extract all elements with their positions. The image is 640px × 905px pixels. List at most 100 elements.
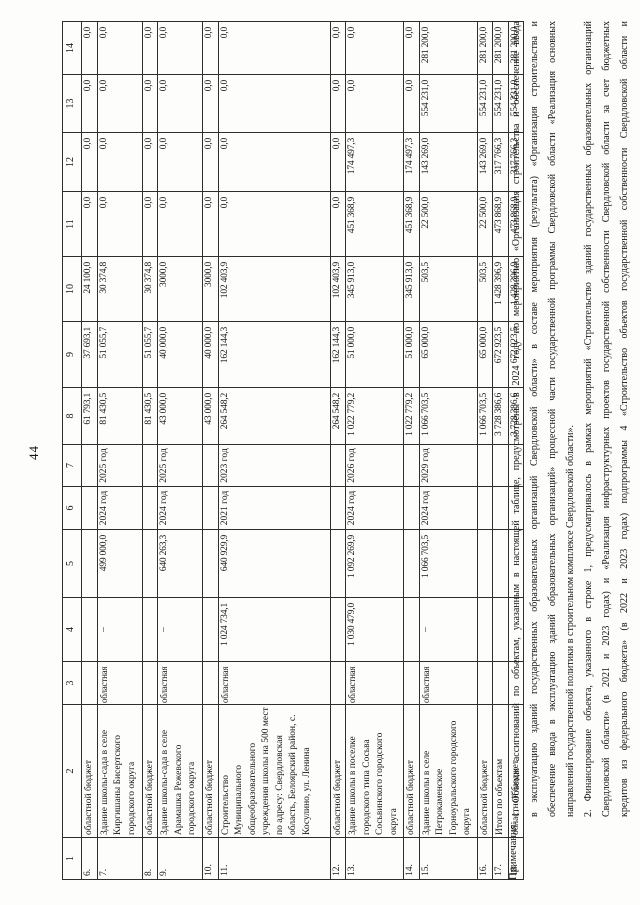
table-cell: 2025 год: [97, 444, 142, 487]
note-line: обеспечение ввода в эксплуатацию зданий …: [547, 21, 558, 817]
table-cell: 2024 год: [157, 486, 203, 530]
table-row: 11. Строительство Муниципального общеобра…: [218, 21, 330, 880]
table-cell: 2024 год: [345, 486, 404, 530]
table-cell: 143 269,0: [477, 132, 493, 192]
table-cell: 14.: [403, 837, 419, 880]
table-cell: 22 500,0: [477, 191, 493, 257]
table-cell: [492, 529, 508, 598]
table-cell: 61 793,1: [81, 387, 97, 445]
table-cell: [81, 486, 97, 530]
table-cell: 3000,0: [202, 256, 218, 322]
table-cell: 0,0: [157, 191, 203, 257]
column-header-cell: 13: [62, 74, 82, 133]
table-cell: 0,0: [81, 74, 97, 133]
table-cell: 6.: [81, 837, 97, 880]
table-cell: 0,0: [202, 74, 218, 133]
table-row: 8. областной бюджет 81 430,5 51 055,7 30 374…: [142, 21, 158, 880]
table-cell: 554 231,0: [477, 74, 493, 133]
table-cell: 0,0: [330, 21, 346, 75]
table-cell: областная: [157, 661, 203, 705]
table-cell: 0,0: [157, 132, 203, 192]
table-cell: 451 368,9: [345, 191, 404, 257]
table-row: 13. Здание школы в поселке городского тип…: [345, 21, 404, 880]
table-cell: 264 548,2: [218, 387, 330, 445]
table-cell: 0,0: [157, 74, 203, 133]
table-cell: 174 497,3: [403, 132, 419, 192]
table-cell: [81, 661, 97, 705]
table-cell: 0,0: [345, 74, 404, 133]
table-cell: 640 929,9: [218, 529, 330, 598]
table-cell: [81, 529, 97, 598]
table-cell: 10.: [202, 837, 218, 880]
table-cell: [330, 597, 346, 662]
column-header-cell: 4: [62, 597, 82, 662]
table-cell: 554 231,0: [492, 74, 508, 133]
note-line: 2. Финансирование объекта, указанного в …: [583, 21, 594, 817]
table-cell: 0,0: [157, 21, 203, 75]
column-header-cell: 8: [62, 387, 82, 445]
table-cell: 24 100,0: [81, 256, 97, 322]
table-cell: 1 066 703,5: [477, 387, 493, 445]
table-cell: 0,0: [330, 74, 346, 133]
table-row: 17. Итого по объектам 3 728 386,6 672 923,5…: [492, 21, 508, 880]
table-cell: –: [419, 597, 477, 662]
table-cell: 1 024 734,1: [218, 597, 330, 662]
table-cell: 0,0: [218, 74, 330, 133]
table-cell: 13.: [345, 837, 404, 880]
table-cell: 22 500,0: [419, 191, 477, 257]
table-cell: [142, 597, 158, 662]
notes-block: 1. Объемы ассигнований по объектам, указ…: [508, 21, 634, 817]
page-number: 44: [26, 445, 41, 460]
column-header-cell: 11: [62, 191, 82, 257]
table-cell: 1 428 396,9: [492, 256, 508, 322]
table-cell: 102 403,9: [218, 256, 330, 322]
table-cell: областной бюджет: [330, 704, 346, 838]
table-cell: 143 269,0: [419, 132, 477, 192]
table-cell: 2029 год: [419, 444, 477, 487]
column-header-cell: 14: [62, 21, 82, 75]
table-cell: областная: [419, 661, 477, 705]
table-cell: 17.: [492, 837, 508, 880]
table-cell: 65 000,0: [419, 321, 477, 388]
table-cell: [330, 661, 346, 705]
table-cell: 0,0: [97, 191, 142, 257]
table-row: 9. Здание школы-сада в селе Арамашка Реже…: [157, 21, 203, 880]
table-cell: 2023 год: [218, 444, 330, 487]
note-line: в эксплуатацию зданий государственных об…: [529, 21, 540, 817]
table-cell: 0,0: [202, 191, 218, 257]
table-cell: 43 000,0: [202, 387, 218, 445]
table-cell: 12.: [330, 837, 346, 880]
table-cell: [492, 661, 508, 705]
column-header-cell: 3: [62, 661, 82, 705]
table-cell: [403, 661, 419, 705]
table-cell: [81, 597, 97, 662]
table-cell: [492, 597, 508, 662]
table-cell: 0,0: [81, 191, 97, 257]
table-cell: 65 000,0: [477, 321, 493, 388]
table-cell: 1 022 779,2: [403, 387, 419, 445]
table-cell: областной бюджет: [477, 704, 493, 838]
table-row: 12. областной бюджет 264 548,2 162 144,3 102…: [330, 21, 346, 880]
table-cell: 0,0: [330, 191, 346, 257]
note-line: 1. Объемы ассигнований по объектам, указ…: [511, 21, 522, 817]
table-cell: 2025 год: [157, 444, 203, 487]
table-cell: [330, 444, 346, 487]
table-cell: [492, 486, 508, 530]
table-cell: 503,5: [477, 256, 493, 322]
table-cell: 640 263,3: [157, 529, 203, 598]
table-cell: 0,0: [218, 191, 330, 257]
table-cell: 51 000,0: [345, 321, 404, 388]
table-cell: 0,0: [218, 21, 330, 75]
table-cell: 503,5: [419, 256, 477, 322]
table-cell: [142, 486, 158, 530]
table-cell: [202, 661, 218, 705]
table-cell: 0,0: [345, 21, 404, 75]
table-cell: 81 430,5: [97, 387, 142, 445]
table-cell: 0,0: [403, 74, 419, 133]
table-cell: областная: [345, 661, 404, 705]
table-cell: Здание школы в поселке городского типа С…: [345, 704, 404, 838]
table-row: 7. Здание школы-сада в селе Киргишаны Бис…: [97, 21, 142, 880]
table-cell: 174 497,3: [345, 132, 404, 192]
table-cell: 1 092 269,9: [345, 529, 404, 598]
table-cell: 0,0: [202, 132, 218, 192]
